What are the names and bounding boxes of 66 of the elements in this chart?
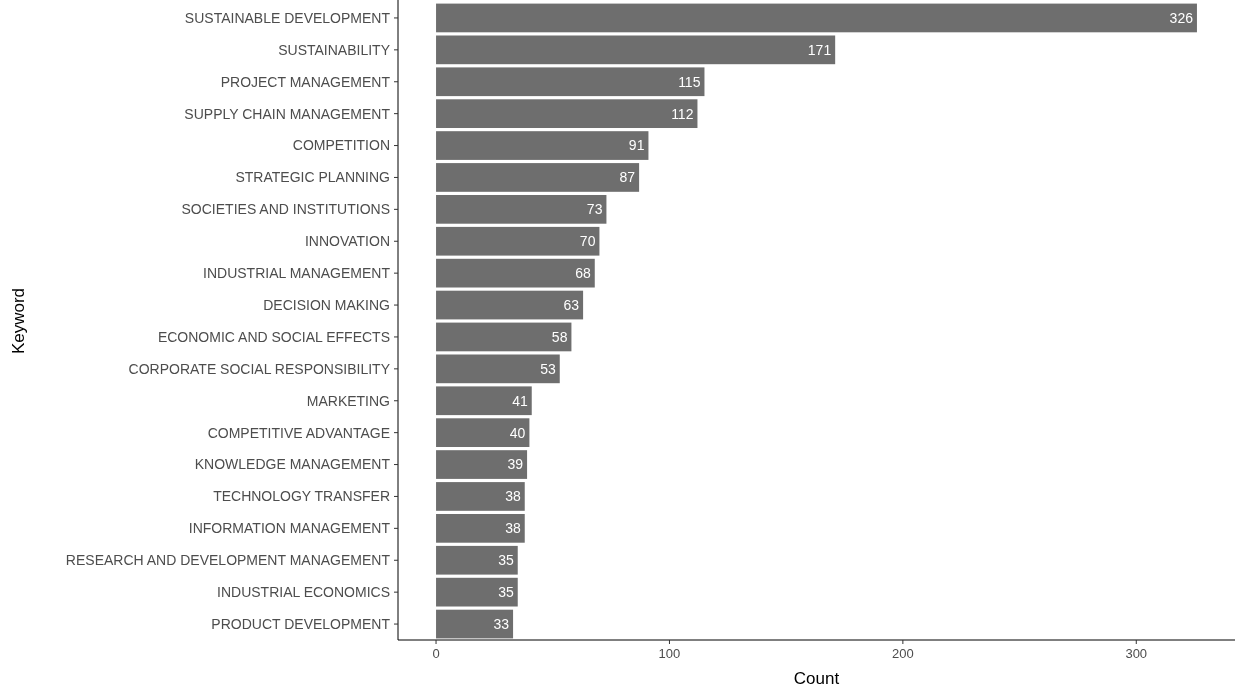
y-tick-label: INDUSTRIAL MANAGEMENT bbox=[203, 265, 391, 282]
data-label: 63 bbox=[563, 296, 580, 313]
data-label: 40 bbox=[509, 424, 526, 441]
bar bbox=[436, 290, 584, 320]
bar bbox=[436, 386, 532, 416]
bar bbox=[436, 418, 530, 448]
data-label: 53 bbox=[540, 360, 556, 377]
data-label: 41 bbox=[512, 392, 528, 409]
data-label: 68 bbox=[575, 265, 591, 282]
data-label: 112 bbox=[671, 105, 694, 122]
bar bbox=[436, 258, 595, 288]
bar bbox=[436, 577, 518, 607]
y-tick-label: INFORMATION MANAGEMENT bbox=[188, 520, 391, 537]
y-tick-label: RESEARCH AND DEVELOPMENT MANAGEMENT bbox=[65, 552, 391, 569]
y-tick-label: STRATEGIC PLANNING bbox=[235, 169, 390, 186]
bar bbox=[436, 322, 572, 352]
y-tick-label: DECISION MAKING bbox=[263, 296, 390, 313]
data-label: 38 bbox=[505, 488, 521, 505]
bar bbox=[436, 163, 640, 192]
data-label: 87 bbox=[619, 169, 636, 186]
data-label: 70 bbox=[579, 233, 596, 250]
y-tick-label: TECHNOLOGY TRANSFER bbox=[213, 488, 390, 505]
data-label: 58 bbox=[551, 328, 568, 345]
bar bbox=[436, 514, 525, 543]
y-tick-label: KNOWLEDGE MANAGEMENT bbox=[194, 456, 391, 473]
bar bbox=[436, 67, 705, 97]
x-tick-label: 200 bbox=[892, 646, 914, 661]
data-label: 115 bbox=[678, 73, 701, 90]
y-tick-label: SOCIETIES AND INSTITUTIONS bbox=[181, 201, 390, 218]
y-tick-label: ECONOMIC AND SOCIAL EFFECTS bbox=[157, 328, 390, 345]
data-label: 39 bbox=[507, 456, 524, 473]
bar bbox=[436, 195, 607, 224]
data-label: 33 bbox=[493, 615, 510, 632]
data-label: 38 bbox=[505, 520, 521, 537]
bar bbox=[436, 545, 518, 575]
bar bbox=[436, 482, 525, 511]
y-tick-label: INDUSTRIAL ECONOMICS bbox=[217, 584, 390, 601]
y-tick-label: COMPETITIVE ADVANTAGE bbox=[207, 424, 390, 441]
bar bbox=[436, 3, 1197, 33]
data-label: 35 bbox=[498, 584, 514, 601]
y-tick-label: SUSTAINABLE DEVELOPMENT bbox=[184, 9, 391, 26]
bar bbox=[436, 131, 649, 160]
bar bbox=[436, 354, 560, 384]
y-tick-label: SUSTAINABILITY bbox=[278, 41, 391, 58]
data-label: 35 bbox=[498, 552, 514, 569]
x-tick-label: 300 bbox=[1125, 646, 1148, 661]
data-label: 326 bbox=[1169, 9, 1194, 26]
data-label: 73 bbox=[586, 201, 603, 218]
y-tick-label: PROJECT MANAGEMENT bbox=[220, 73, 391, 90]
y-tick-label: MARKETING bbox=[306, 392, 390, 409]
y-tick-label: INNOVATION bbox=[304, 233, 390, 250]
data-label: 171 bbox=[807, 41, 832, 58]
y-tick-label: COMPETITION bbox=[292, 137, 390, 154]
bar bbox=[436, 609, 514, 639]
x-axis-title: Count bbox=[793, 669, 840, 688]
bar bbox=[436, 450, 528, 479]
y-tick-label: CORPORATE SOCIAL RESPONSIBILITY bbox=[128, 360, 391, 377]
x-tick-label: 100 bbox=[658, 646, 681, 661]
y-tick-label: PRODUCT DEVELOPMENT bbox=[211, 615, 391, 632]
y-tick-label: SUPPLY CHAIN MANAGEMENT bbox=[184, 105, 391, 122]
bar bbox=[436, 226, 600, 256]
bar bbox=[436, 99, 698, 129]
bar bbox=[436, 35, 836, 65]
data-label: 91 bbox=[628, 137, 645, 154]
y-axis-title: Keyword bbox=[9, 287, 28, 355]
x-tick-label: 0 bbox=[432, 646, 440, 661]
